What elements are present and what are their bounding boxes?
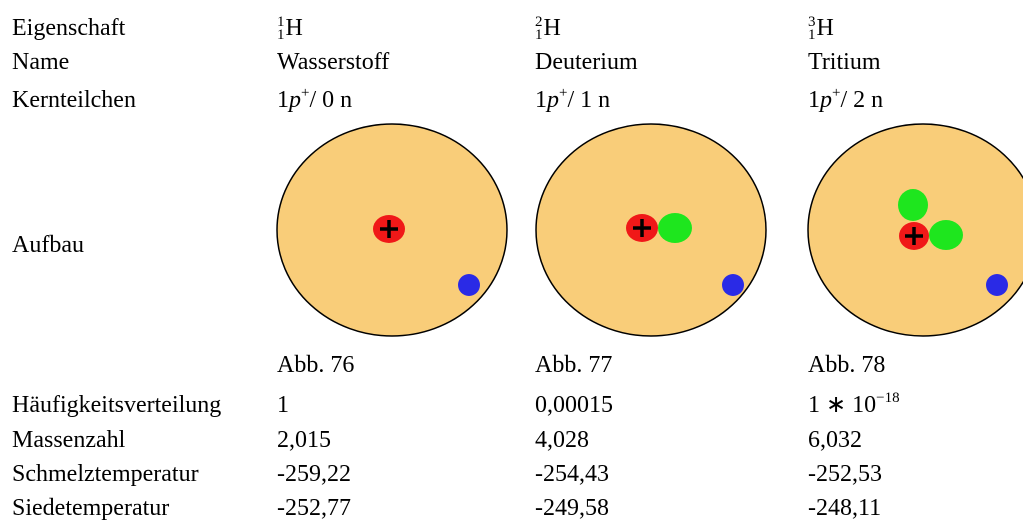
neutron-count: / 0 n [309,87,353,113]
boiling-point: -249,58 [535,495,609,521]
mass-number-index: 2 [535,14,543,30]
melting-point: -252,53 [808,461,882,487]
proton-charge: + [832,85,841,101]
mass-number-index: 3 [808,14,816,30]
melting-point: -259,22 [277,461,351,487]
row-label: Kernteilchen [12,87,136,113]
boiling-point: -248,11 [808,495,882,521]
row-label: Aufbau [12,232,84,258]
proton-count: 1 [808,87,820,113]
neutron-count: / 1 n [567,87,611,113]
nucleons: 1p+/ 1 n [535,85,611,113]
element-symbol: H [543,15,561,41]
row-label: Schmelztemperatur [12,461,199,487]
mass-number: 2,015 [277,427,331,453]
proton-charge: + [301,85,310,101]
boiling-point: -252,77 [277,495,351,521]
mass-number-index: 1 [277,14,285,30]
mass-number: 6,032 [808,427,862,453]
proton-count: 1 [277,87,289,113]
melting-point: -254,43 [535,461,609,487]
proton-charge: + [559,85,568,101]
nucleons: 1p+/ 2 n [808,85,884,113]
atom-h1 [276,123,508,337]
proton-count: 1 [535,87,547,113]
element-symbol: H [285,15,303,41]
atomic-number-index: 1 [277,27,285,43]
row-label: Häufigkeitsverteilung [12,392,222,418]
row-label: Massenzahl [12,427,126,453]
isotope-name: Deuterium [535,49,638,75]
figure-caption: Abb. 77 [535,352,613,378]
atom-h3 [807,123,1023,337]
proton-symbol: p [820,87,832,113]
proton-symbol: p [289,87,301,113]
figure-caption: Abb. 78 [808,352,886,378]
row-label: Name [12,49,70,75]
row-label: Siedetemperatur [12,495,170,521]
mass-number: 4,028 [535,427,589,453]
isotope-name: Tritium [808,49,881,75]
neutron-count: / 2 n [840,87,884,113]
atom-h2 [535,123,767,337]
atomic-number-index: 1 [808,27,816,43]
figure-caption: Abb. 76 [277,352,355,378]
abundance-exponent: −18 [876,390,900,406]
abundance: 1 [277,392,289,418]
proton-symbol: p [547,87,559,113]
element-symbol: H [816,15,834,41]
row-label: Eigenschaft [12,15,126,41]
nucleons: 1p+/ 0 n [277,85,353,113]
abundance: 0,00015 [535,392,613,418]
atomic-number-index: 1 [535,27,543,43]
abundance: 1 ∗ 10−18 [808,390,900,418]
isotope-name: Wasserstoff [277,49,390,75]
